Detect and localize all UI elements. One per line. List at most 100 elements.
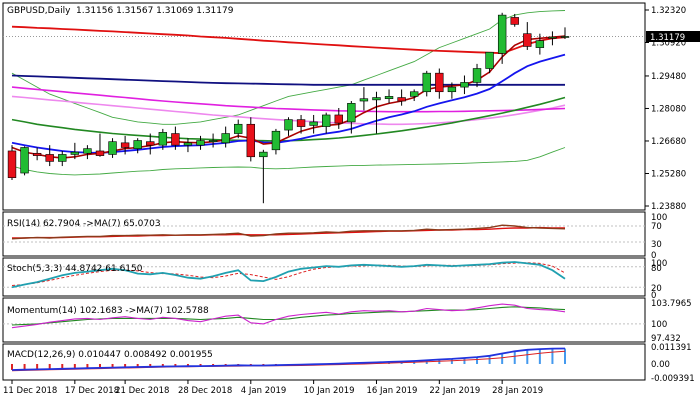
macd-axis-zero: 0.00 bbox=[651, 360, 670, 370]
rsi-panel bbox=[2, 211, 646, 257]
macd-histogram-bar bbox=[11, 363, 13, 370]
candle-body-bull bbox=[70, 151, 80, 155]
rsi-axis-bottom: 0 bbox=[651, 251, 656, 261]
candle-body-bear bbox=[45, 154, 54, 162]
stoch-main-line bbox=[11, 261, 566, 289]
candle-body-bear bbox=[146, 141, 155, 146]
candle bbox=[472, 63, 482, 88]
candle bbox=[120, 135, 130, 155]
candle-body-bull bbox=[422, 72, 431, 93]
candle bbox=[296, 114, 306, 134]
candle-body-bear bbox=[120, 142, 130, 148]
price-axis-label: 1.29480 bbox=[651, 72, 686, 82]
ohlc-readout: 1.31156 1.31567 1.31069 1.31179 bbox=[76, 6, 234, 16]
candle-body-bear bbox=[296, 119, 306, 127]
candle-body-bull bbox=[20, 147, 29, 174]
stoch-label: Stoch(5,3,3) 44.8742 61.6150 bbox=[7, 264, 143, 274]
date-axis-label: 16 Jan 2019 bbox=[366, 386, 417, 396]
candle bbox=[45, 145, 54, 167]
candle-body-bull bbox=[460, 82, 469, 88]
candle-body-bear bbox=[32, 152, 42, 156]
date-axis-label: 22 Jan 2019 bbox=[429, 386, 480, 396]
candle-body-bull bbox=[548, 36, 557, 39]
macd-axis-bottom: -0.009391 bbox=[651, 374, 695, 384]
candle-body-bull bbox=[485, 51, 494, 69]
macd-histogram-bar bbox=[124, 363, 127, 368]
macd-histogram-bar bbox=[463, 358, 466, 364]
macd-histogram-bar bbox=[476, 357, 479, 364]
candle bbox=[548, 31, 557, 46]
axis-layer: 1.32320 1.30920 1.29480 1.28080 1.26680 1.252… bbox=[3, 6, 695, 396]
candle bbox=[246, 117, 255, 162]
candle bbox=[7, 145, 17, 180]
candle bbox=[133, 138, 142, 154]
macd-histogram-bar bbox=[501, 353, 504, 364]
candle-body-bear bbox=[246, 123, 255, 158]
macd-histogram-bar bbox=[48, 363, 51, 370]
macd-histogram-bar bbox=[513, 351, 516, 364]
candle bbox=[158, 128, 168, 150]
candle-body-bear bbox=[510, 17, 519, 25]
candle bbox=[58, 150, 67, 167]
candle bbox=[435, 68, 444, 99]
macd-label: MACD(12,26,9) 0.010447 0.008492 0.001955 bbox=[7, 350, 213, 360]
candle bbox=[108, 138, 117, 158]
candle-body-bear bbox=[397, 97, 406, 102]
candle-body-bull bbox=[58, 154, 67, 162]
ma-magenta-line bbox=[11, 86, 566, 113]
candle bbox=[409, 89, 419, 102]
candle bbox=[397, 89, 406, 106]
candle bbox=[447, 82, 457, 99]
current-price-value: 1.31179 bbox=[650, 33, 685, 43]
candle bbox=[70, 142, 80, 160]
candle bbox=[83, 145, 92, 160]
macd-histogram-bar bbox=[526, 349, 529, 364]
macd-histogram-bar bbox=[73, 363, 76, 369]
candle bbox=[171, 126, 180, 150]
candle bbox=[560, 27, 570, 40]
candle-body-bear bbox=[334, 114, 343, 124]
candle-body-bull bbox=[183, 142, 193, 146]
candle bbox=[183, 138, 193, 153]
date-axis-label: 10 Jan 2019 bbox=[304, 386, 355, 396]
momentum-axis-mid: 100 bbox=[651, 320, 667, 330]
candle-body-bear bbox=[171, 133, 180, 146]
candle bbox=[95, 133, 105, 157]
candle-body-bull bbox=[409, 91, 419, 97]
macd-axis-top: 0.011391 bbox=[651, 343, 692, 353]
candle bbox=[372, 91, 381, 134]
candle-body-bear bbox=[95, 150, 105, 156]
symbol-title: GBPUSD,Daily bbox=[7, 6, 71, 16]
price-series-layer bbox=[3, 10, 645, 204]
macd-histogram-bar bbox=[199, 363, 202, 367]
momentum-panel bbox=[2, 297, 646, 343]
candle bbox=[32, 147, 42, 161]
date-axis-label: 17 Dec 2018 bbox=[65, 386, 119, 396]
macd-histogram-bar bbox=[161, 363, 164, 367]
candle bbox=[322, 112, 331, 134]
candle bbox=[347, 101, 356, 134]
candle bbox=[284, 117, 293, 136]
candle-body-bull bbox=[322, 114, 331, 127]
current-price-tag bbox=[646, 31, 700, 42]
price-axis-label: 1.28080 bbox=[651, 104, 686, 114]
candle-body-bull bbox=[359, 98, 369, 102]
candle bbox=[259, 149, 268, 204]
rsi-axis-30: 30 bbox=[651, 240, 662, 250]
candle-body-bull bbox=[133, 140, 142, 149]
candle bbox=[460, 75, 469, 95]
momentum-axis-bottom: 97.432 bbox=[651, 334, 681, 344]
ma-navy-line bbox=[11, 74, 565, 86]
date-axis-label: 11 Dec 2018 bbox=[3, 386, 57, 396]
candle-body-bull bbox=[535, 40, 545, 48]
stoch-axis-80: 80 bbox=[651, 264, 662, 274]
macd-histogram-bar bbox=[23, 363, 26, 370]
candle-body-bull bbox=[497, 14, 507, 54]
candle bbox=[309, 114, 318, 134]
momentum-axis-top: 103.7965 bbox=[651, 299, 692, 309]
macd-histogram-bar bbox=[149, 363, 152, 367]
macd-histogram-bar bbox=[36, 363, 39, 370]
candle bbox=[497, 12, 507, 64]
candle bbox=[334, 108, 343, 129]
